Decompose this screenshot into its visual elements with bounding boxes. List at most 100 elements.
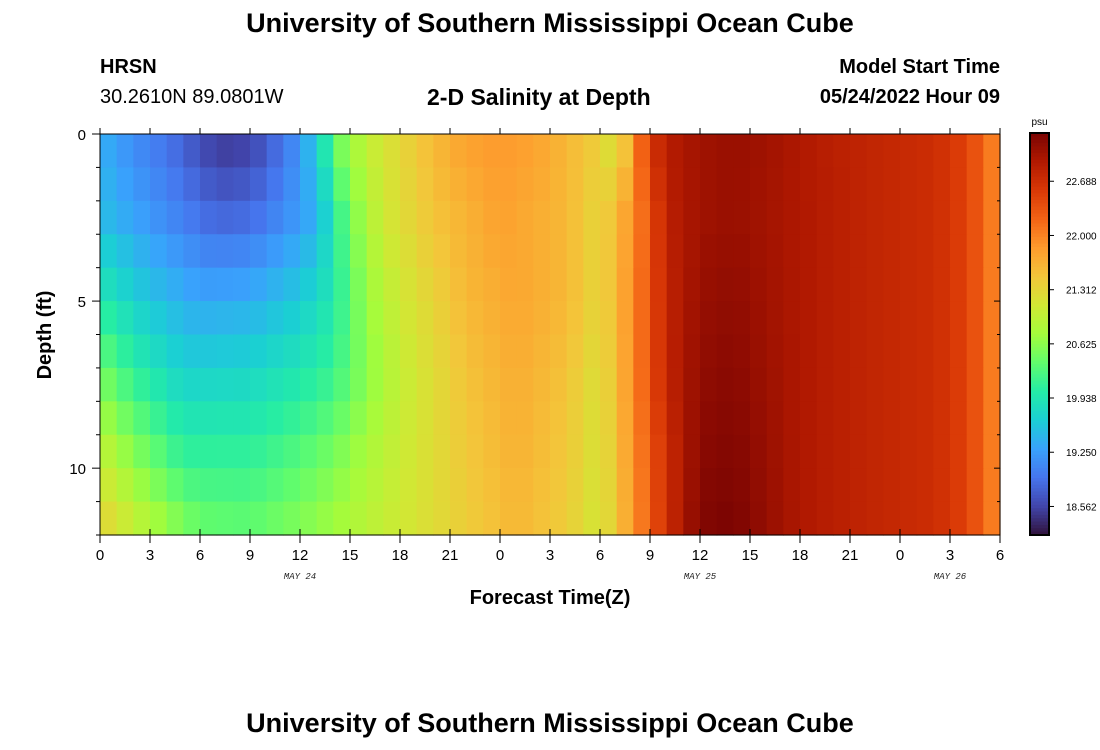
heatmap-cell (183, 434, 201, 469)
heatmap-cell (600, 367, 618, 402)
colorbar-segment (1030, 414, 1049, 419)
colorbar-segment (1030, 360, 1049, 365)
heatmap-cell (183, 200, 201, 235)
heatmap-cell (366, 468, 384, 503)
x-tick-label: 12 (292, 547, 309, 564)
heatmap-cell (516, 468, 534, 503)
heatmap-cell (783, 401, 801, 436)
heatmap-cell (216, 468, 234, 503)
heatmap-cell (616, 367, 634, 402)
colorbar-segment (1030, 149, 1049, 154)
heatmap-cell (666, 301, 684, 336)
heatmap-cell (216, 401, 234, 436)
heatmap-cell (350, 234, 368, 269)
heatmap-cell (600, 167, 618, 202)
heatmap-cell (883, 200, 901, 235)
colorbar-segment (1030, 327, 1049, 332)
heatmap-cell (900, 134, 918, 169)
colorbar-segment (1030, 424, 1049, 429)
colorbar-segment (1030, 313, 1049, 318)
colorbar-tick-label: 22.688 (1066, 177, 1097, 188)
heatmap-cell (650, 267, 668, 302)
heatmap-cell (283, 267, 301, 302)
heatmap-cell (583, 200, 601, 235)
heatmap-cell (183, 468, 201, 503)
colorbar-segment (1030, 434, 1049, 439)
heatmap-cell (716, 434, 734, 469)
heatmap-cell (566, 434, 584, 469)
heatmap-cell (250, 401, 268, 436)
heatmap-cell (300, 134, 318, 169)
heatmap-cell (516, 434, 534, 469)
heatmap-cell (666, 367, 684, 402)
heatmap-cell (333, 134, 351, 169)
heatmap-cell (633, 134, 651, 169)
heatmap-cell (733, 401, 751, 436)
heatmap-cell (400, 234, 418, 269)
heatmap-cell (800, 334, 818, 369)
heatmap-cell (766, 434, 784, 469)
heatmap-cell (600, 134, 618, 169)
heatmap-cell (933, 367, 951, 402)
x-tick-label: 12 (692, 547, 709, 564)
x-tick-label: 0 (496, 547, 504, 564)
heatmap-cell (933, 501, 951, 536)
heatmap-cell (100, 468, 118, 503)
colorbar-segment (1030, 236, 1049, 241)
heatmap-cell (283, 134, 301, 169)
colorbar-segment (1030, 464, 1049, 469)
heatmap-cell (616, 167, 634, 202)
heatmap-cell (566, 468, 584, 503)
heatmap-cell (233, 334, 251, 369)
heatmap-cell (466, 267, 484, 302)
heatmap-cell (333, 301, 351, 336)
heatmap-cell (550, 200, 568, 235)
x-tick-label: 18 (392, 547, 409, 564)
heatmap-cell (283, 334, 301, 369)
heatmap-cell (583, 134, 601, 169)
heatmap-cell (733, 334, 751, 369)
heatmap-cell (316, 367, 334, 402)
heatmap-cell (633, 301, 651, 336)
heatmap-cell (750, 401, 768, 436)
heatmap-cell (500, 401, 518, 436)
x-tick-label: 3 (146, 547, 154, 564)
heatmap-cell (483, 301, 501, 336)
heatmap-cell (283, 401, 301, 436)
heatmap-cell (816, 501, 834, 536)
heatmap-cell (200, 267, 218, 302)
heatmap-cell (783, 200, 801, 235)
heatmap-cell (950, 267, 968, 302)
heatmap-cell (850, 468, 868, 503)
heatmap-cell (850, 501, 868, 536)
heatmap-cell (383, 468, 401, 503)
heatmap-cell (483, 234, 501, 269)
heatmap-cell (916, 301, 934, 336)
heatmap-cell (283, 468, 301, 503)
heatmap-cell (816, 301, 834, 336)
heatmap-cell (350, 301, 368, 336)
heatmap-cell (900, 200, 918, 235)
heatmap-cell (383, 167, 401, 202)
heatmap-cell (133, 334, 151, 369)
heatmap-cell (100, 434, 118, 469)
heatmap-cell (600, 334, 618, 369)
heatmap-cell (116, 468, 134, 503)
colorbar-segment (1030, 223, 1049, 228)
heatmap-cell (950, 167, 968, 202)
heatmap-cell (716, 167, 734, 202)
heatmap-cell (650, 468, 668, 503)
colorbar-segment (1030, 437, 1049, 442)
colorbar-segment (1030, 213, 1049, 218)
heatmap-cell (483, 434, 501, 469)
heatmap-cell (833, 200, 851, 235)
colorbar-segment (1030, 407, 1049, 412)
colorbar-segment (1030, 394, 1049, 399)
heatmap-cell (733, 134, 751, 169)
heatmap-cell (633, 434, 651, 469)
heatmap-cell (383, 334, 401, 369)
heatmap-cell (900, 301, 918, 336)
heatmap-cell (816, 234, 834, 269)
heatmap-cell (883, 434, 901, 469)
colorbar-segment (1030, 136, 1049, 141)
